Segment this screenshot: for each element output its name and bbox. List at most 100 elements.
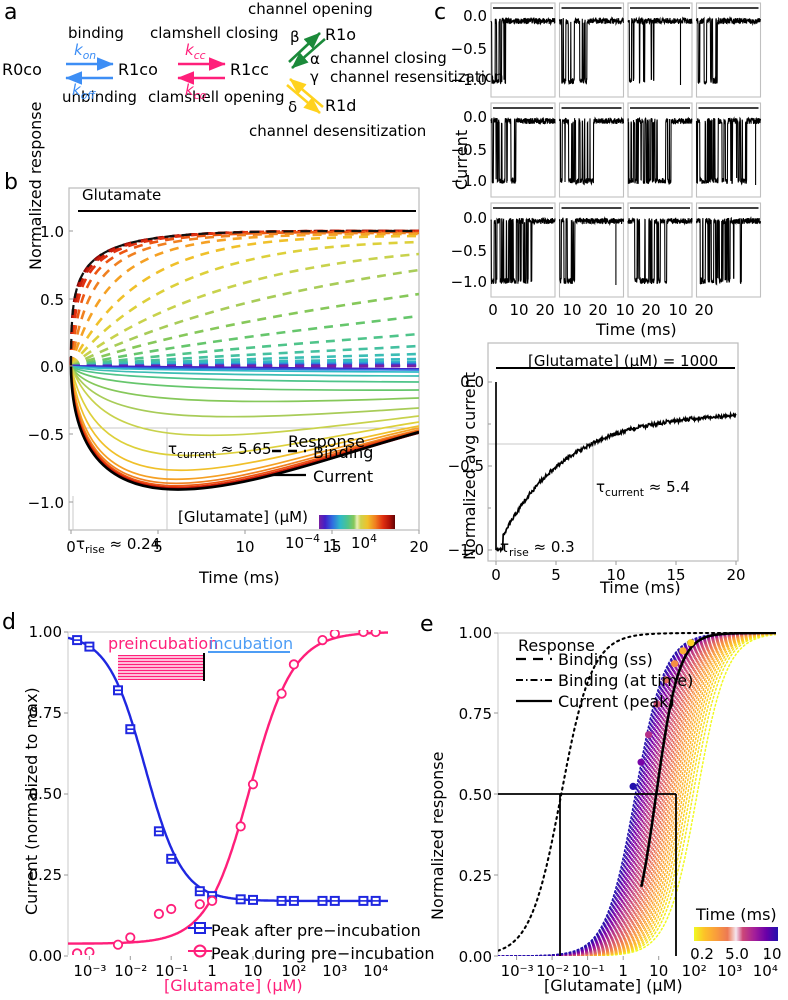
panel-c-avg-xlabel: Time (ms) bbox=[600, 578, 681, 597]
panel-e-ylabel: Normalized response bbox=[428, 751, 447, 921]
panel-b-colorbar-tick-low: 10−4 bbox=[285, 532, 321, 552]
svg-text:5: 5 bbox=[153, 538, 163, 556]
svg-text:10: 10 bbox=[562, 301, 581, 319]
panel-d-xtick: 10⁻¹ bbox=[155, 962, 189, 980]
svg-text:20: 20 bbox=[409, 538, 428, 556]
svg-text:0.75: 0.75 bbox=[29, 704, 62, 722]
panel-a-letter: a bbox=[4, 0, 18, 25]
rate-kcc: kcc bbox=[185, 41, 206, 62]
panel-d-incubation-label: incubation bbox=[209, 634, 294, 653]
svg-text:−0.5: −0.5 bbox=[451, 141, 487, 159]
svg-text:0.50: 0.50 bbox=[29, 785, 62, 803]
panel-e-plot: 1.00 0.75 0.50 0.25 0.00 bbox=[459, 624, 778, 966]
label-binding: binding bbox=[68, 24, 124, 42]
label-clamshell-opening: clamshell opening bbox=[148, 88, 285, 106]
svg-text:−0.5: −0.5 bbox=[28, 426, 64, 444]
panel-e-colorbar-title: Time (ms) bbox=[696, 905, 777, 924]
panel-e-legend-current-peak: Current (peak) bbox=[558, 692, 675, 711]
panel-e-colorbar-tick: 10 bbox=[762, 945, 782, 963]
panel-d-xtick: 10³ bbox=[322, 962, 348, 980]
panel-e-legend-title: Response bbox=[518, 636, 595, 655]
label-clamshell-closing: clamshell closing bbox=[150, 24, 279, 42]
panel-b-letter: b bbox=[4, 170, 18, 195]
svg-text:1.0: 1.0 bbox=[40, 223, 64, 241]
panel-b-legend-current: Current bbox=[313, 467, 374, 486]
svg-text:15: 15 bbox=[322, 538, 341, 556]
panel-d-xtick: 10⁻² bbox=[114, 962, 148, 980]
panel-d-legend-during: Peak during pre−incubation bbox=[211, 944, 435, 963]
panel-d-ylabel: Current (normalized to max) bbox=[22, 687, 41, 915]
panel-b-colorbar-tick-mid: 1 bbox=[329, 536, 339, 554]
panel-b-plot: 1.0 0.5 0.0 −0.5 −1.0 0 5 10 15 20 bbox=[28, 187, 429, 556]
panel-d-xtick: 10⁴ bbox=[363, 962, 389, 980]
svg-text:20: 20 bbox=[694, 301, 713, 319]
svg-text:10: 10 bbox=[668, 301, 687, 319]
svg-text:20: 20 bbox=[588, 301, 607, 319]
panel-e-xtick: 10⁻² bbox=[536, 962, 570, 980]
svg-text:0: 0 bbox=[488, 301, 498, 319]
panel-b-xlabel: Time (ms) bbox=[199, 568, 280, 587]
panel-d-legend-markers bbox=[188, 922, 212, 958]
rate-beta: β bbox=[290, 28, 300, 46]
svg-text:0.00: 0.00 bbox=[459, 948, 492, 966]
panel-e-xtick: 10² bbox=[681, 962, 707, 980]
rate-gamma: γ bbox=[310, 68, 319, 86]
svg-text:0.0: 0.0 bbox=[463, 209, 487, 227]
panel-a-diagram bbox=[65, 32, 326, 114]
panel-e-xtick: 10⁴ bbox=[752, 962, 778, 980]
svg-text:0: 0 bbox=[66, 538, 76, 556]
svg-text:0.25: 0.25 bbox=[459, 867, 492, 885]
panel-e-legend-binding-ss: Binding (ss) bbox=[558, 650, 653, 669]
svg-text:−1.0: −1.0 bbox=[451, 172, 487, 190]
svg-text:0.25: 0.25 bbox=[29, 866, 62, 884]
panel-b-tau-rise: τrise ≈ 0.24 bbox=[76, 535, 161, 556]
panel-e-xtick: 10⁻³ bbox=[500, 962, 534, 980]
panel-e-xtick: 10 bbox=[649, 962, 669, 980]
rate-kco: kco bbox=[185, 81, 207, 102]
svg-text:1.00: 1.00 bbox=[29, 623, 62, 641]
svg-text:0.0: 0.0 bbox=[460, 373, 484, 391]
panel-d-letter: d bbox=[2, 610, 16, 635]
panel-c-avg-tau-current: τcurrent ≈ 5.4 bbox=[596, 478, 690, 499]
svg-text:20: 20 bbox=[641, 301, 660, 319]
panel-d-xtick: 10⁻³ bbox=[73, 962, 107, 980]
svg-text:5: 5 bbox=[551, 566, 561, 584]
svg-text:15: 15 bbox=[666, 566, 685, 584]
panel-e-colorbar-tick: 5.0 bbox=[725, 945, 749, 963]
panel-b-ylabel: Normalized response bbox=[26, 101, 45, 271]
panel-d-xtick: 10² bbox=[281, 962, 307, 980]
svg-text:1.00: 1.00 bbox=[459, 624, 492, 642]
panel-c-traces-grid: 0.0 −0.5 −1.0 0.0 −0.5 −1.0 0.0 −0.5 −1.… bbox=[451, 2, 762, 319]
svg-text:−0.5: −0.5 bbox=[451, 242, 487, 260]
svg-text:10: 10 bbox=[606, 566, 625, 584]
panel-e-colorbar-tick: 0.2 bbox=[690, 945, 714, 963]
panel-e-xtick: 10⁻¹ bbox=[571, 962, 605, 980]
svg-text:−1.0: −1.0 bbox=[28, 494, 64, 512]
panel-c-avg-ylabel: Normalized avg current bbox=[460, 371, 479, 560]
panel-b-glutamate-label: Glutamate bbox=[82, 186, 162, 204]
state-r1co: R1co bbox=[118, 60, 158, 79]
svg-text:0.75: 0.75 bbox=[459, 705, 492, 723]
label-channel-resensitization: channel resensitization bbox=[330, 68, 504, 86]
panel-d-xtick: 10 bbox=[243, 962, 263, 980]
svg-text:−0.5: −0.5 bbox=[451, 40, 487, 58]
panel-c-letter: c bbox=[434, 0, 447, 25]
panel-e-xtick: 10³ bbox=[717, 962, 743, 980]
panel-d-legend-after: Peak after pre−incubation bbox=[211, 921, 421, 940]
label-channel-desensitization: channel desensitization bbox=[249, 122, 427, 140]
panel-d-plot: 1.00 0.75 0.50 0.25 0.00 bbox=[29, 623, 388, 965]
rate-koff: koff bbox=[72, 81, 96, 102]
svg-text:0.0: 0.0 bbox=[40, 358, 64, 376]
state-r1cc: R1cc bbox=[230, 60, 269, 79]
svg-text:−1.0: −1.0 bbox=[448, 541, 484, 559]
svg-text:−1.0: −1.0 bbox=[451, 71, 487, 89]
panel-c-avg-title: [Glutamate] (μM) = 1000 bbox=[528, 352, 719, 370]
panel-b-colorbar-tick-high: 104 bbox=[351, 532, 377, 552]
rate-kon: kon bbox=[74, 41, 97, 62]
svg-text:−0.5: −0.5 bbox=[448, 457, 484, 475]
panel-c-ylabel: Current bbox=[452, 129, 471, 190]
svg-text:0.5: 0.5 bbox=[40, 291, 64, 309]
svg-text:10: 10 bbox=[615, 301, 634, 319]
panel-b-tau-current: τcurrent ≈ 5.65 bbox=[168, 440, 272, 461]
